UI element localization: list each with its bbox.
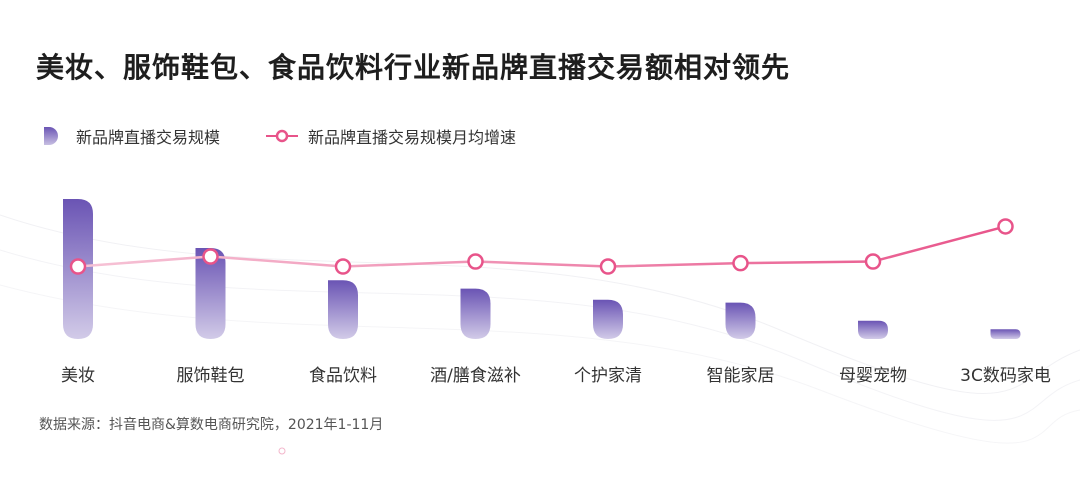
legend: 新品牌直播交易规模 新品牌直播交易规模月均增速 bbox=[44, 124, 562, 148]
line-point-7 bbox=[997, 218, 1014, 235]
bar-1 bbox=[195, 248, 226, 339]
line-point-5 bbox=[732, 254, 749, 272]
source-note: 数据来源：抖音电商&算数电商研究院，2021年1-11月 bbox=[39, 417, 384, 433]
line-point-0 bbox=[69, 258, 87, 275]
line-point-3 bbox=[467, 253, 484, 270]
legend-item-line: 新品牌直播交易规模月均增速 bbox=[266, 124, 516, 148]
x-tick-label: 美妆 bbox=[61, 366, 95, 386]
bar-6 bbox=[858, 320, 888, 339]
chart-title: 美妆、服饰鞋包、食品饮料行业新品牌直播交易额相对领先 bbox=[36, 51, 791, 84]
line-point-4 bbox=[599, 258, 617, 275]
x-tick-label: 3C数码家电 bbox=[960, 366, 1051, 386]
x-tick-label: 服饰鞋包 bbox=[177, 366, 245, 386]
bar-3 bbox=[460, 288, 491, 339]
legend-line-label: 新品牌直播交易规模月均增速 bbox=[308, 128, 517, 147]
x-tick-label: 母婴宠物 bbox=[839, 366, 907, 386]
legend-bar-swatch bbox=[44, 127, 58, 145]
bar-5 bbox=[725, 302, 756, 339]
x-tick-label: 智能家居 bbox=[707, 366, 775, 386]
line-point-1 bbox=[202, 248, 219, 265]
legend-bar-label: 新品牌直播交易规模 bbox=[76, 128, 221, 147]
line-point-6 bbox=[864, 253, 882, 270]
bar-7 bbox=[990, 329, 1021, 339]
legend-item-bar: 新品牌直播交易规模 bbox=[44, 124, 220, 148]
bar-4 bbox=[593, 299, 623, 339]
growth-line bbox=[77, 225, 1006, 268]
legend-line-swatch bbox=[266, 129, 299, 143]
line-point-2 bbox=[334, 258, 352, 275]
bar-2 bbox=[328, 280, 358, 339]
x-tick-label: 食品饮料 bbox=[309, 366, 377, 386]
x-tick-label: 个护家清 bbox=[574, 366, 642, 386]
x-tick-label: 酒/膳食滋补 bbox=[430, 366, 521, 386]
